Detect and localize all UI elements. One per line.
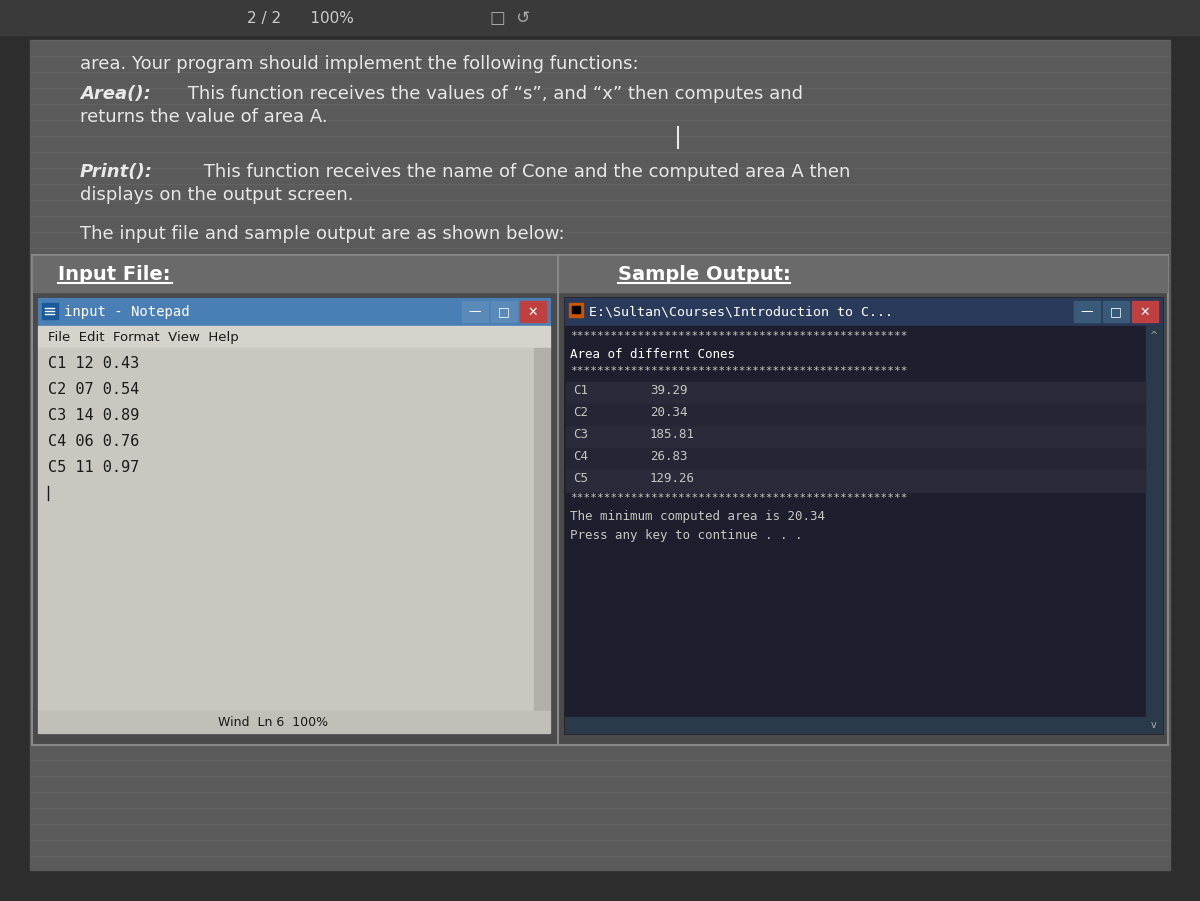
Text: C1 12 0.43: C1 12 0.43 [48, 356, 139, 371]
Bar [462, 301, 488, 322]
Text: 39.29: 39.29 [650, 384, 688, 397]
Bar [42, 303, 58, 319]
Text: C1: C1 [574, 384, 588, 397]
Text: C5: C5 [574, 472, 588, 485]
Text: input - Notepad: input - Notepad [64, 305, 190, 319]
Text: The minimum computed area is 20.34: The minimum computed area is 20.34 [570, 510, 826, 523]
Text: C5 11 0.97: C5 11 0.97 [48, 460, 139, 475]
Text: File  Edit  Format  View  Help: File Edit Format View Help [48, 331, 239, 343]
Bar [572, 306, 580, 313]
Bar [38, 711, 550, 733]
Bar [569, 303, 583, 317]
Text: C2: C2 [574, 406, 588, 419]
Text: Input File:: Input File: [58, 266, 170, 285]
Bar [565, 298, 1162, 326]
Text: ^: ^ [1150, 331, 1158, 341]
Text: 185.81: 185.81 [650, 428, 695, 441]
Text: v: v [1151, 720, 1157, 730]
Bar [34, 256, 1166, 292]
Text: displays on the output screen.: displays on the output screen. [80, 186, 354, 204]
Text: ✕: ✕ [1140, 305, 1151, 318]
Text: This function receives the values of “s”, and “x” then computes and: This function receives the values of “s”… [182, 85, 803, 103]
Text: —: — [469, 305, 481, 318]
Bar [38, 348, 534, 711]
Bar [1132, 301, 1158, 322]
Bar [32, 255, 1168, 745]
Bar [566, 470, 1145, 492]
Bar [565, 326, 1146, 733]
Text: C3: C3 [574, 428, 588, 441]
Text: C2 07 0.54: C2 07 0.54 [48, 382, 139, 397]
Bar [1103, 301, 1129, 322]
Bar [0, 0, 1200, 35]
Bar [520, 301, 546, 322]
Text: □: □ [498, 305, 510, 318]
Bar [566, 382, 1145, 404]
Text: Wind  Ln 6  100%: Wind Ln 6 100% [218, 715, 328, 729]
Text: 20.34: 20.34 [650, 406, 688, 419]
Text: C3 14 0.89: C3 14 0.89 [48, 408, 139, 423]
Text: Area of differnt Cones: Area of differnt Cones [570, 348, 734, 361]
Text: 2 / 2      100%: 2 / 2 100% [246, 11, 354, 25]
Text: 129.26: 129.26 [650, 472, 695, 485]
Text: Area():: Area(): [80, 85, 151, 103]
Text: area. Your program should implement the following functions:: area. Your program should implement the … [80, 55, 638, 73]
Text: This function receives the name of Cone and the computed area A then: This function receives the name of Cone … [198, 163, 851, 181]
Text: returns the value of area A.: returns the value of area A. [80, 108, 328, 126]
Text: **************************************************: ****************************************… [570, 331, 907, 341]
Text: Press any key to continue . . .: Press any key to continue . . . [570, 529, 803, 542]
Bar [566, 426, 1145, 448]
Bar [565, 717, 1146, 733]
Text: Sample Output:: Sample Output: [618, 266, 791, 285]
Bar [534, 348, 550, 711]
Text: □: □ [1110, 305, 1122, 318]
Bar [38, 298, 550, 733]
Text: —: — [1081, 305, 1093, 318]
Bar [38, 298, 550, 326]
Bar [566, 404, 1145, 426]
Bar [565, 298, 1162, 733]
Text: E:\Sultan\Courses\Introduction to C...: E:\Sultan\Courses\Introduction to C... [589, 305, 893, 318]
Text: ✕: ✕ [528, 305, 539, 318]
Text: □  ↺: □ ↺ [490, 9, 530, 27]
Text: **************************************************: ****************************************… [570, 493, 907, 503]
Bar [566, 448, 1145, 470]
Text: **************************************************: ****************************************… [570, 366, 907, 376]
Bar [38, 326, 550, 348]
Text: C4: C4 [574, 450, 588, 463]
Text: 26.83: 26.83 [650, 450, 688, 463]
Bar [1074, 301, 1100, 322]
Bar [491, 301, 517, 322]
Text: C4 06 0.76: C4 06 0.76 [48, 434, 139, 449]
Text: The input file and sample output are as shown below:: The input file and sample output are as … [80, 225, 565, 243]
Bar [1146, 326, 1162, 733]
Text: Print():: Print(): [80, 163, 154, 181]
